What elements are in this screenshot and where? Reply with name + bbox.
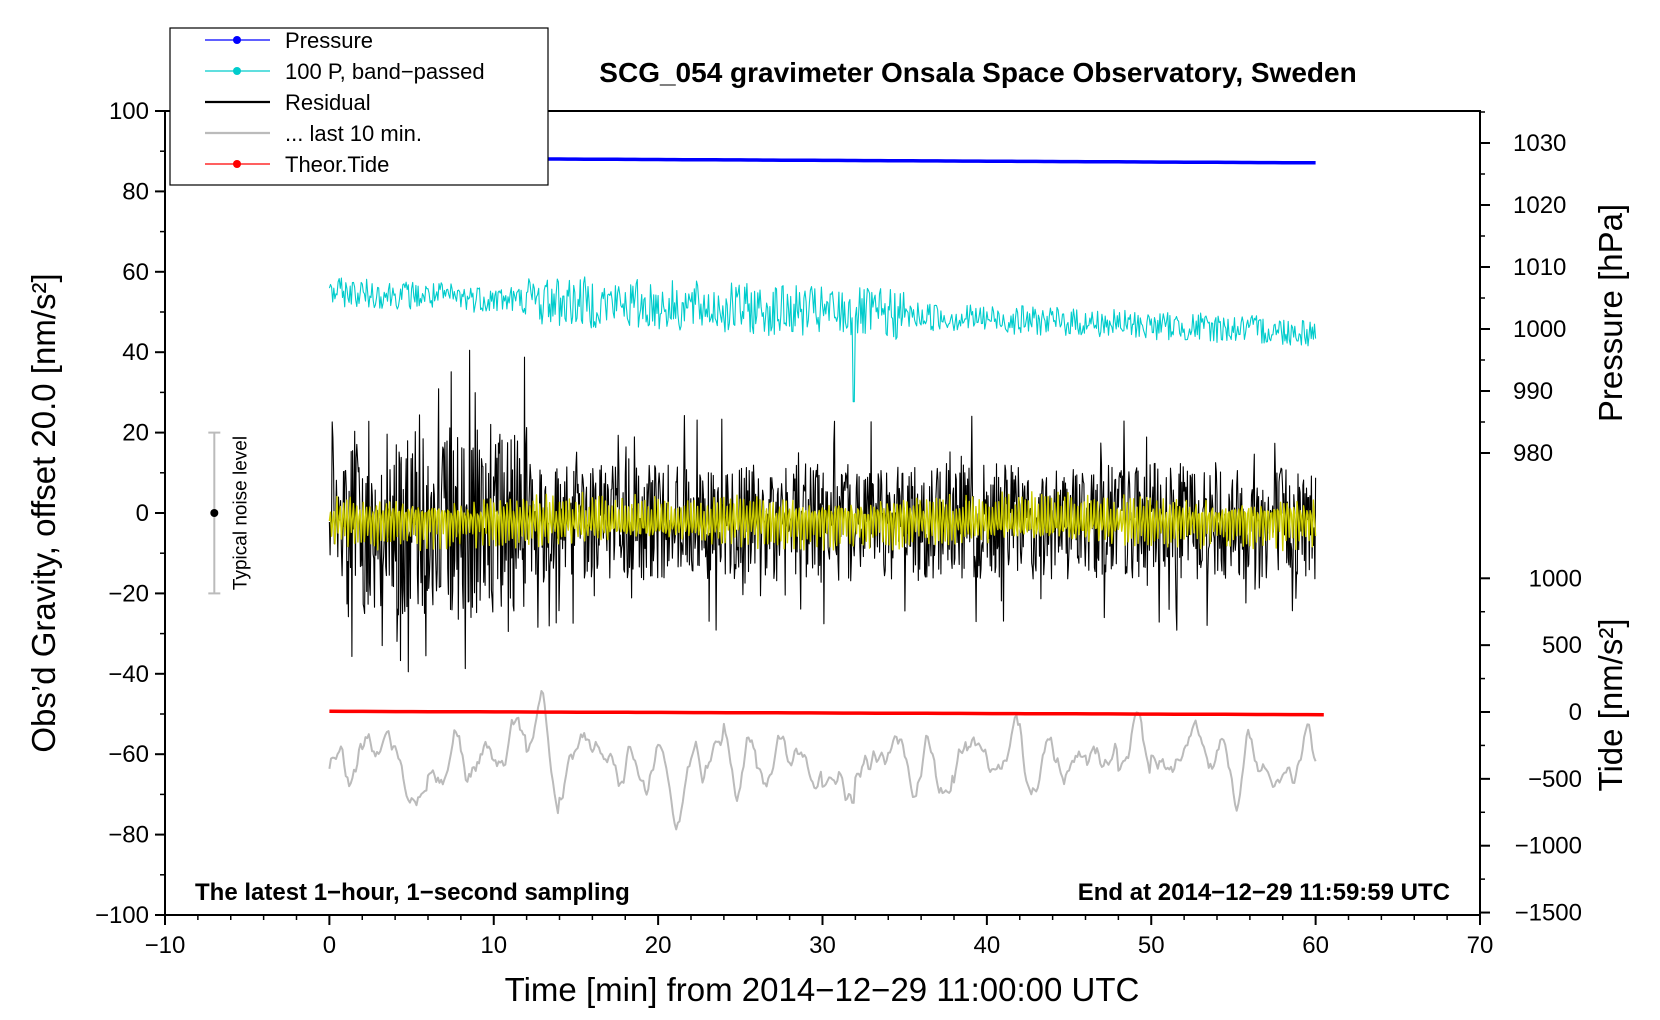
tide-tick-label: −1500 [1515, 900, 1582, 927]
noise-bar-center-dot [210, 509, 219, 517]
pressure-axis-title: Pressure [hPa] [1592, 204, 1629, 422]
tide-tick-label: −1000 [1515, 833, 1582, 860]
plot-series [328, 156, 1324, 831]
x-tick-label: 50 [1138, 932, 1165, 959]
x-tick-label: 20 [645, 932, 672, 959]
series-last-10-min [328, 690, 1317, 831]
legend-label: ... last 10 min. [285, 121, 422, 146]
y-tick-label: −100 [95, 902, 149, 929]
tide-tick-label: −500 [1528, 766, 1582, 793]
annotation-latest-hour: The latest 1−hour, 1−second sampling [195, 879, 630, 906]
y-tick-label: −80 [108, 822, 149, 849]
pressure-tick-label: 980 [1513, 440, 1553, 467]
x-axis-title: Time [min] from 2014−12−29 11:00:00 UTC [505, 971, 1140, 1008]
pressure-tick-label: 1010 [1513, 254, 1566, 281]
legend-marker [233, 160, 241, 168]
y-tick-label: 20 [122, 420, 149, 447]
chart-title: SCG_054 gravimeter Onsala Space Observat… [599, 57, 1356, 88]
series-residual-smoothed [328, 491, 1317, 552]
y-axis-pressure: 1030 1020 1010 1000 990 980 [1480, 111, 1566, 467]
series-pressure-bandpassed [328, 276, 1317, 403]
pressure-tick-label: 1030 [1513, 130, 1566, 157]
y-axis-left: 100 80 60 40 20 0 −20 −40 −60 −80 −100 [95, 98, 165, 929]
annotation-end-time: End at 2014−12−29 11:59:59 UTC [1078, 879, 1450, 906]
pressure-tick-label: 1000 [1513, 316, 1566, 343]
tide-axis-title: Tide [nm/s²] [1592, 619, 1629, 792]
legend-label: 100 P, band−passed [285, 59, 485, 84]
y-tick-label: 100 [109, 98, 149, 125]
noise-level-indicator: Typical noise level [208, 431, 251, 595]
legend-label: Residual [285, 90, 371, 115]
x-tick-label: 70 [1467, 932, 1494, 959]
pressure-tick-label: 990 [1513, 378, 1553, 405]
x-tick-label: 0 [323, 932, 336, 959]
y-tick-label: 60 [122, 259, 149, 286]
y-tick-label: 0 [136, 500, 149, 527]
legend-marker [233, 67, 241, 75]
y-axis-left-title: Obs’d Gravity, offset 20.0 [nm/s²] [25, 273, 62, 752]
x-tick-label: 60 [1302, 932, 1329, 959]
series-residual [328, 349, 1317, 673]
x-tick-label: 30 [809, 932, 836, 959]
tide-tick-label: 500 [1542, 632, 1582, 659]
y-axis-tide: 1000 500 0 −500 −1000 −1500 [1480, 565, 1582, 927]
x-tick-label: −10 [145, 932, 186, 959]
noise-bar-label: Typical noise level [230, 436, 251, 590]
legend: Pressure 100 P, band−passed Residual ... la… [169, 27, 549, 186]
y-tick-label: 80 [122, 178, 149, 205]
x-axis: −10 0 10 20 30 40 50 60 70 [145, 915, 1494, 959]
legend-label: Theor.Tide [285, 152, 389, 177]
pressure-tick-label: 1020 [1513, 192, 1566, 219]
y-tick-label: −20 [108, 580, 149, 607]
legend-marker [233, 36, 241, 44]
y-tick-label: −40 [108, 661, 149, 688]
y-tick-label: −60 [108, 741, 149, 768]
tide-tick-label: 0 [1569, 699, 1582, 726]
x-tick-label: 10 [480, 932, 507, 959]
series-theoretical-tide [329, 709, 1324, 717]
tide-tick-label: 1000 [1529, 565, 1582, 592]
legend-label: Pressure [285, 28, 373, 53]
y-tick-label: 40 [122, 339, 149, 366]
x-tick-label: 40 [974, 932, 1001, 959]
legend-box [169, 27, 549, 186]
